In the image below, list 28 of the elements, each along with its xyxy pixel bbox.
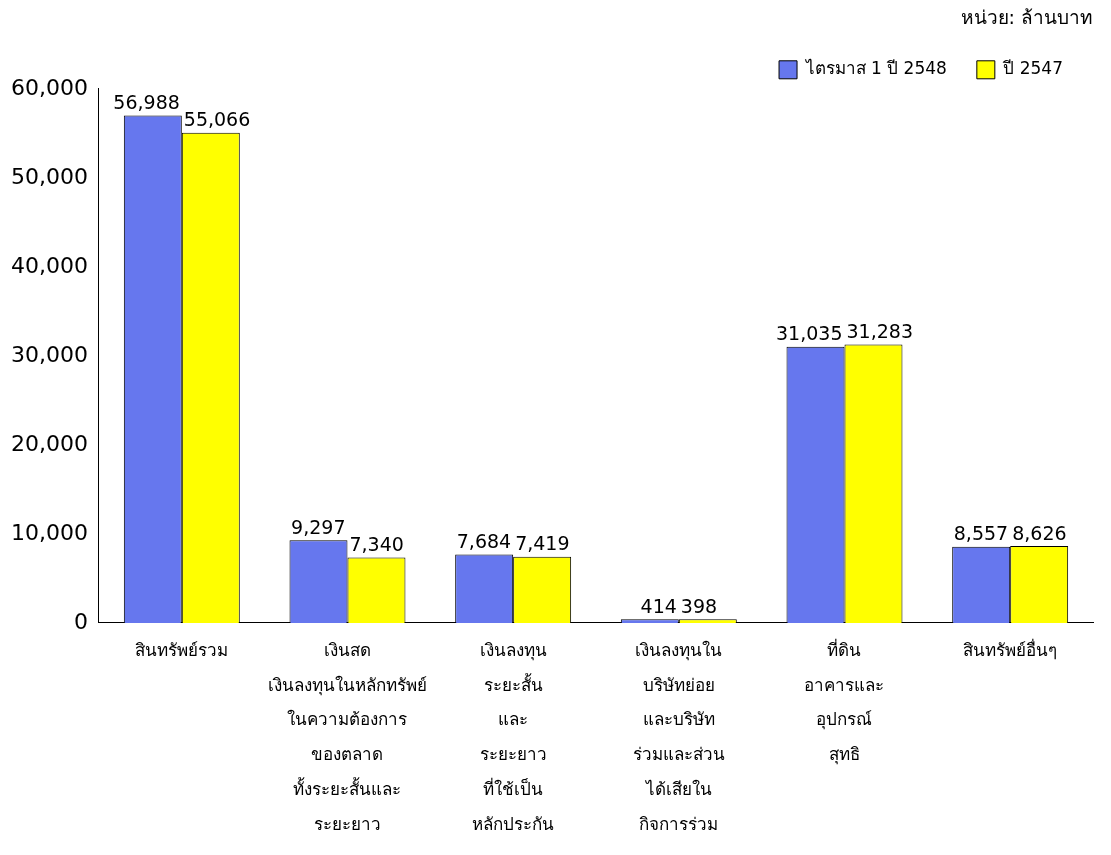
y-tick-label: 40,000 (10, 252, 88, 278)
data-label: 398 (680, 594, 718, 617)
data-label: 31,283 (846, 319, 913, 342)
y-tick-label: 30,000 (10, 341, 88, 367)
x-tick-label: เงินสด เงินลงทุนในหลักทรัพย์ ในความต้องการ ของตลาด ทั้งระยะสั้นและ ระยะยาว (267, 639, 427, 834)
y-tick-label: 50,000 (10, 163, 88, 189)
data-label: 8,626 (1012, 521, 1067, 544)
data-label: 56,988 (113, 91, 180, 114)
data-label: 7,340 (349, 533, 404, 555)
x-tick-label: สินทรัพย์รวม (135, 639, 229, 660)
y-tick-label: 20,000 (10, 430, 88, 456)
y-tick-label: 10,000 (10, 519, 88, 545)
x-tick-label: สินทรัพย์อื่นๆ (963, 637, 1058, 660)
data-label: 7,419 (515, 532, 570, 555)
data-label: 55,066 (183, 108, 251, 131)
data-label: 8,557 (953, 522, 1009, 545)
x-tick-label: ที่ดิน อาคารและ อุปกรณ์ สุทธิ (804, 637, 885, 766)
data-label: 7,684 (456, 529, 512, 552)
data-label: 414 (640, 594, 677, 617)
x-tick-label: เงินลงทุนใน บริษัทย่อย และบริษัท ร่วมและส่วน ได้เสียใน กิจการร่วม (632, 639, 725, 834)
data-label: 9,297 (291, 515, 346, 538)
data-label: 31,035 (776, 322, 843, 345)
x-tick-label: เงินลงทุน ระยะสั้น และ ระยะยาว ที่ใช้เป็น หลักประกัน (472, 639, 555, 834)
text: หน่วย: ล้านบาท (960, 6, 1093, 29)
legend-label: ปี 2547 (1002, 58, 1063, 79)
legend-label: ไตรมาส 1 ปี 2548 (803, 58, 947, 79)
y-tick-label: 0 (73, 608, 88, 634)
y-tick-label: 60,000 (10, 74, 88, 100)
